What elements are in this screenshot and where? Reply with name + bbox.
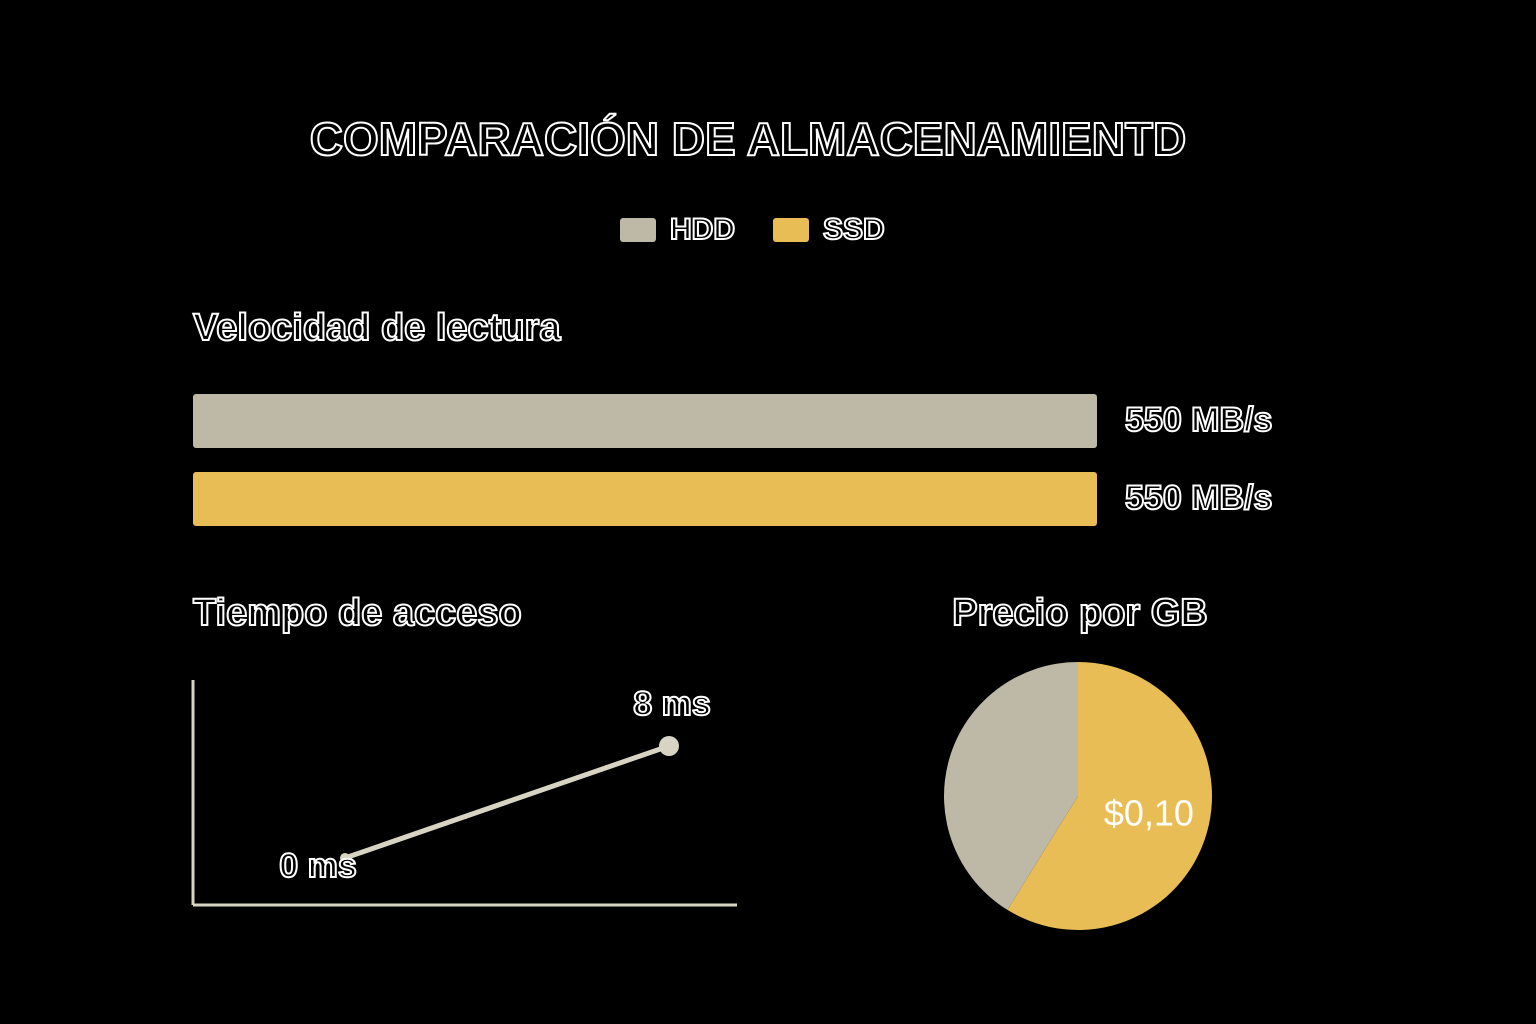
point — [340, 853, 350, 863]
value-label: 550 MB/s — [1125, 401, 1272, 439]
value-label: 550 MB/s — [1125, 479, 1272, 517]
legend-swatch — [620, 218, 656, 242]
value-label: 0 ms — [279, 847, 357, 885]
point — [659, 736, 679, 756]
slice-label: $0,10 — [1104, 793, 1194, 834]
line — [344, 743, 670, 861]
value-label: 8 ms — [633, 685, 711, 723]
bar — [193, 394, 1097, 448]
legend-label: HDD — [670, 213, 735, 246]
legend-label: SSD — [823, 213, 885, 246]
chart-title: Velocidad de lectura — [193, 307, 561, 349]
main-title: COMPARACIÓN DE ALMACENAMIENTD — [310, 113, 1187, 165]
chart-title: Tiempo de acceso — [193, 592, 522, 634]
pie-slice — [1007, 662, 1212, 930]
chart-title: Precio por GB — [952, 592, 1208, 634]
pie-slice — [943, 662, 1078, 910]
bar — [193, 472, 1097, 526]
legend-swatch — [773, 218, 809, 242]
